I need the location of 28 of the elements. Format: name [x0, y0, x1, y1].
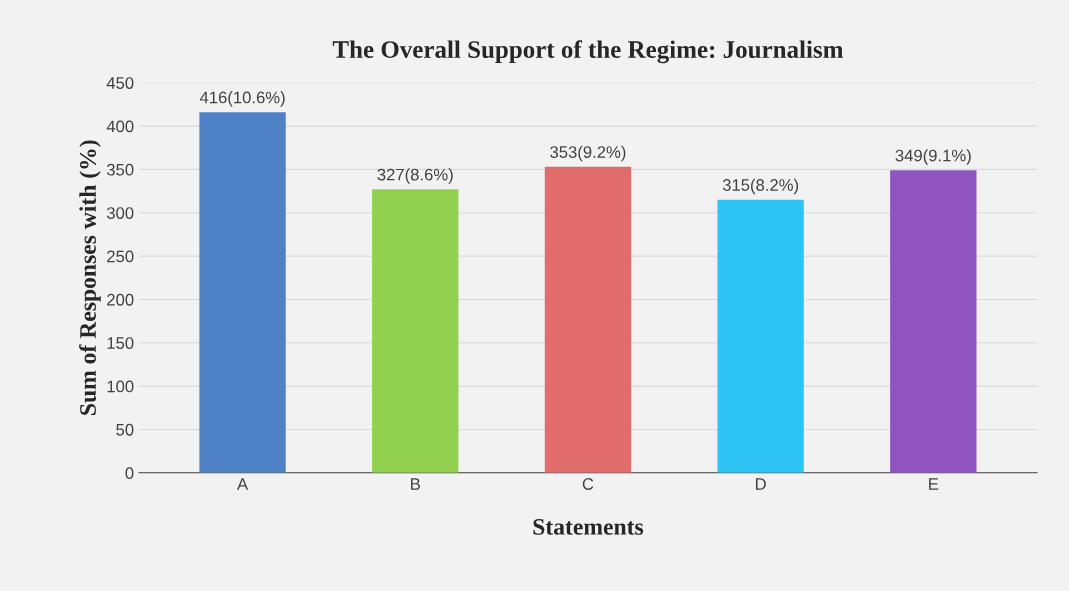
x-tick-label: C: [582, 478, 594, 490]
y-axis-title: Sum of Responses with (%): [79, 140, 101, 415]
data-label: 416(10.6%): [199, 91, 285, 107]
bar: [544, 166, 632, 473]
x-axis-title: Statements: [533, 518, 644, 535]
x-tick-label: B: [411, 478, 420, 490]
bar: [199, 112, 286, 473]
y-tick-label: 50: [116, 423, 134, 436]
chart-title: The Overall Support of the Regime: Journalism: [332, 40, 844, 64]
data-label: 349(9.1%): [895, 149, 971, 165]
y-tick-label: 150: [107, 337, 134, 349]
data-label: 315(8.2%): [722, 178, 799, 195]
data-label: 327(8.6%): [377, 168, 453, 184]
y-tick-label: 400: [106, 120, 134, 133]
y-tick-label: 300: [106, 207, 134, 219]
y-tick-label: 450: [106, 77, 134, 89]
x-tick-label: E: [929, 478, 939, 490]
bar: [717, 199, 804, 473]
x-tick-label: A: [237, 478, 249, 490]
data-label: 353(9.2%): [550, 145, 626, 162]
y-tick-label: 200: [107, 293, 134, 306]
x-tick-label: D: [755, 478, 766, 490]
bar: [372, 189, 459, 473]
bar: [890, 170, 977, 473]
y-tick-label: 0: [125, 467, 134, 479]
y-tick-label: 100: [107, 380, 134, 393]
y-tick-label: 350: [106, 163, 134, 176]
y-tick-label: 250: [107, 250, 134, 263]
